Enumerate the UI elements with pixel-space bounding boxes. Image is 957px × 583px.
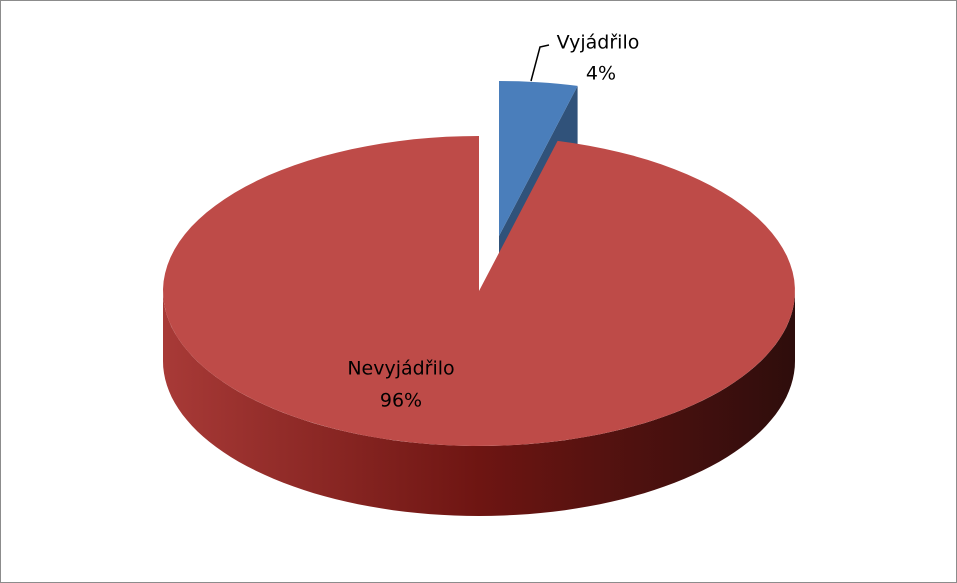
slice-label: Vyjádřilo xyxy=(557,32,640,54)
slice-value-label: 4% xyxy=(586,63,616,85)
slice xyxy=(499,81,578,236)
slice-side xyxy=(163,291,795,516)
slice-label: Nevyjádřilo xyxy=(347,358,454,380)
slice xyxy=(163,136,795,446)
slice-value-label: 96% xyxy=(380,390,422,412)
leader-line xyxy=(530,44,550,82)
